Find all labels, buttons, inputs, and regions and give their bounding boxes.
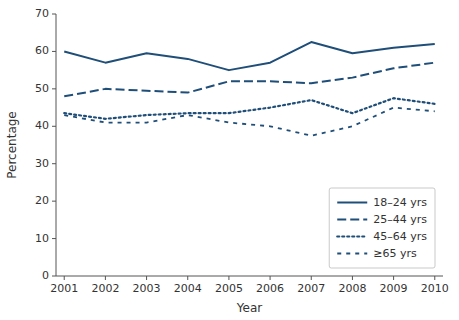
x-tick-label: 2007 bbox=[297, 282, 325, 295]
y-tick bbox=[52, 163, 56, 164]
x-tick bbox=[146, 276, 147, 280]
y-tick-label: 0 bbox=[42, 269, 49, 282]
y-axis-line bbox=[56, 14, 57, 276]
legend-label: 45–64 yrs bbox=[373, 230, 427, 243]
x-tick-label: 2003 bbox=[133, 282, 161, 295]
series-line bbox=[64, 108, 435, 136]
series-group bbox=[64, 42, 435, 136]
legend: 18–24 yrs 25–44 yrs 45–64 yrs ≥65 yrs bbox=[329, 188, 435, 268]
x-tick-label: 2006 bbox=[256, 282, 284, 295]
x-tick bbox=[311, 276, 312, 280]
y-tick bbox=[52, 14, 56, 15]
y-tick bbox=[52, 51, 56, 52]
x-tick bbox=[105, 276, 106, 280]
chart: 0 10 20 30 40 50 60 70 2001 2002 2003 2004 2005 2006 2… bbox=[0, 0, 459, 320]
series-line bbox=[64, 63, 435, 97]
series-line bbox=[64, 98, 435, 119]
x-tick-label: 2010 bbox=[421, 282, 449, 295]
x-tick bbox=[393, 276, 394, 280]
y-axis-label: Percentage bbox=[5, 111, 19, 179]
x-tick-label: 2009 bbox=[380, 282, 408, 295]
legend-swatch bbox=[337, 235, 367, 237]
y-tick bbox=[52, 238, 56, 239]
x-tick bbox=[270, 276, 271, 280]
legend-swatch bbox=[337, 202, 367, 204]
y-tick-label: 70 bbox=[35, 7, 49, 20]
x-tick bbox=[228, 276, 229, 280]
y-tick-label: 60 bbox=[35, 44, 49, 57]
y-tick bbox=[52, 201, 56, 202]
x-tick bbox=[187, 276, 188, 280]
legend-swatch bbox=[337, 219, 367, 221]
x-tick-label: 2004 bbox=[174, 282, 202, 295]
legend-swatch bbox=[337, 253, 367, 255]
y-tick-label: 30 bbox=[35, 157, 49, 170]
y-tick-label: 20 bbox=[35, 194, 49, 207]
y-tick-label: 50 bbox=[35, 82, 49, 95]
y-tick bbox=[52, 126, 56, 127]
x-tick bbox=[64, 276, 65, 280]
y-tick-label: 10 bbox=[35, 232, 49, 245]
series-line bbox=[64, 42, 435, 70]
y-tick bbox=[52, 88, 56, 89]
x-tick-label: 2008 bbox=[338, 282, 366, 295]
legend-label: 18–24 yrs bbox=[373, 196, 427, 209]
legend-label: ≥65 yrs bbox=[373, 247, 417, 260]
y-tick-label: 40 bbox=[35, 119, 49, 132]
x-tick-label: 2001 bbox=[50, 282, 78, 295]
legend-frame bbox=[329, 188, 435, 268]
y-tick bbox=[52, 276, 56, 277]
x-tick-label: 2002 bbox=[91, 282, 119, 295]
x-tick bbox=[352, 276, 353, 280]
x-axis-label: Year bbox=[236, 301, 262, 315]
x-tick-label: 2005 bbox=[215, 282, 243, 295]
x-axis-line bbox=[56, 276, 443, 277]
legend-label: 25–44 yrs bbox=[373, 213, 427, 226]
x-tick bbox=[434, 276, 435, 280]
